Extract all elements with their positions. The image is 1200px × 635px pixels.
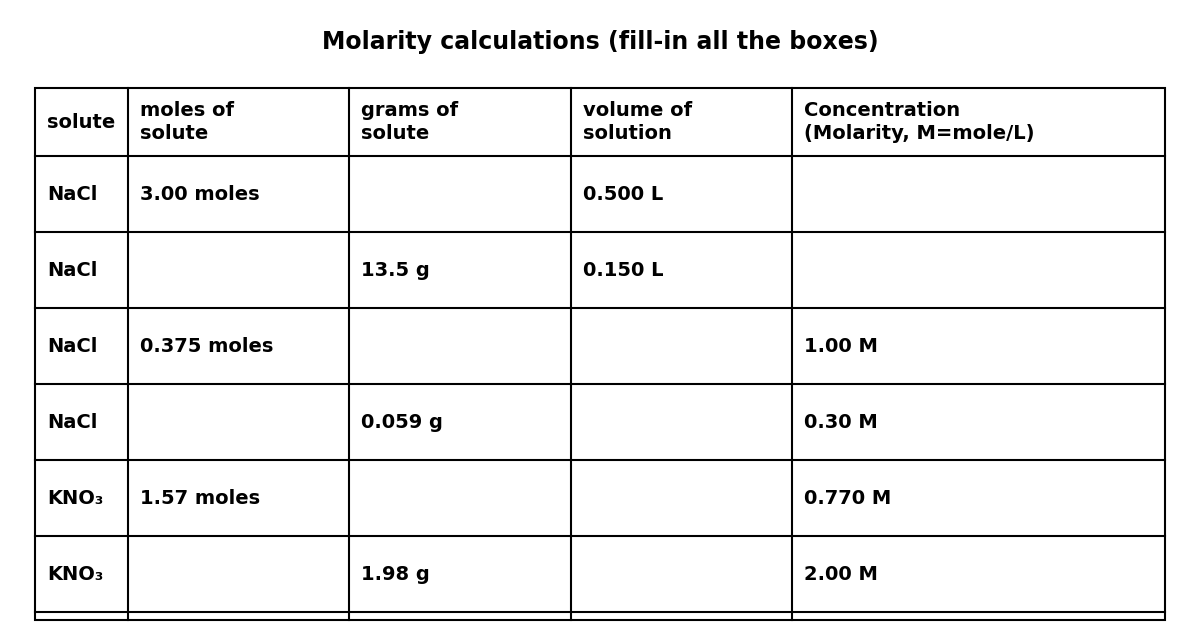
Text: 2.00 M: 2.00 M bbox=[804, 565, 878, 584]
Text: 0.150 L: 0.150 L bbox=[583, 260, 664, 279]
Text: 3.00 moles: 3.00 moles bbox=[139, 185, 259, 203]
Text: grams of
solute: grams of solute bbox=[361, 101, 458, 144]
Text: Molarity calculations (fill-in all the boxes): Molarity calculations (fill-in all the b… bbox=[322, 30, 878, 54]
Bar bbox=[35, 88, 1165, 620]
Text: solute: solute bbox=[47, 112, 115, 131]
Text: 0.375 moles: 0.375 moles bbox=[139, 337, 274, 356]
Text: moles of
solute: moles of solute bbox=[139, 101, 234, 144]
Text: 0.30 M: 0.30 M bbox=[804, 413, 878, 432]
Text: 1.98 g: 1.98 g bbox=[361, 565, 430, 584]
Text: 1.57 moles: 1.57 moles bbox=[139, 488, 259, 507]
Text: 0.770 M: 0.770 M bbox=[804, 488, 892, 507]
Text: NaCl: NaCl bbox=[47, 413, 97, 432]
Text: NaCl: NaCl bbox=[47, 260, 97, 279]
Text: Concentration
(Molarity, M=mole/L): Concentration (Molarity, M=mole/L) bbox=[804, 101, 1034, 144]
Text: 13.5 g: 13.5 g bbox=[361, 260, 430, 279]
Text: KNO₃: KNO₃ bbox=[47, 488, 103, 507]
Text: 0.059 g: 0.059 g bbox=[361, 413, 443, 432]
Text: 1.00 M: 1.00 M bbox=[804, 337, 878, 356]
Text: NaCl: NaCl bbox=[47, 337, 97, 356]
Text: NaCl: NaCl bbox=[47, 185, 97, 203]
Text: 0.500 L: 0.500 L bbox=[583, 185, 662, 203]
Text: volume of
solution: volume of solution bbox=[583, 101, 691, 144]
Text: KNO₃: KNO₃ bbox=[47, 565, 103, 584]
